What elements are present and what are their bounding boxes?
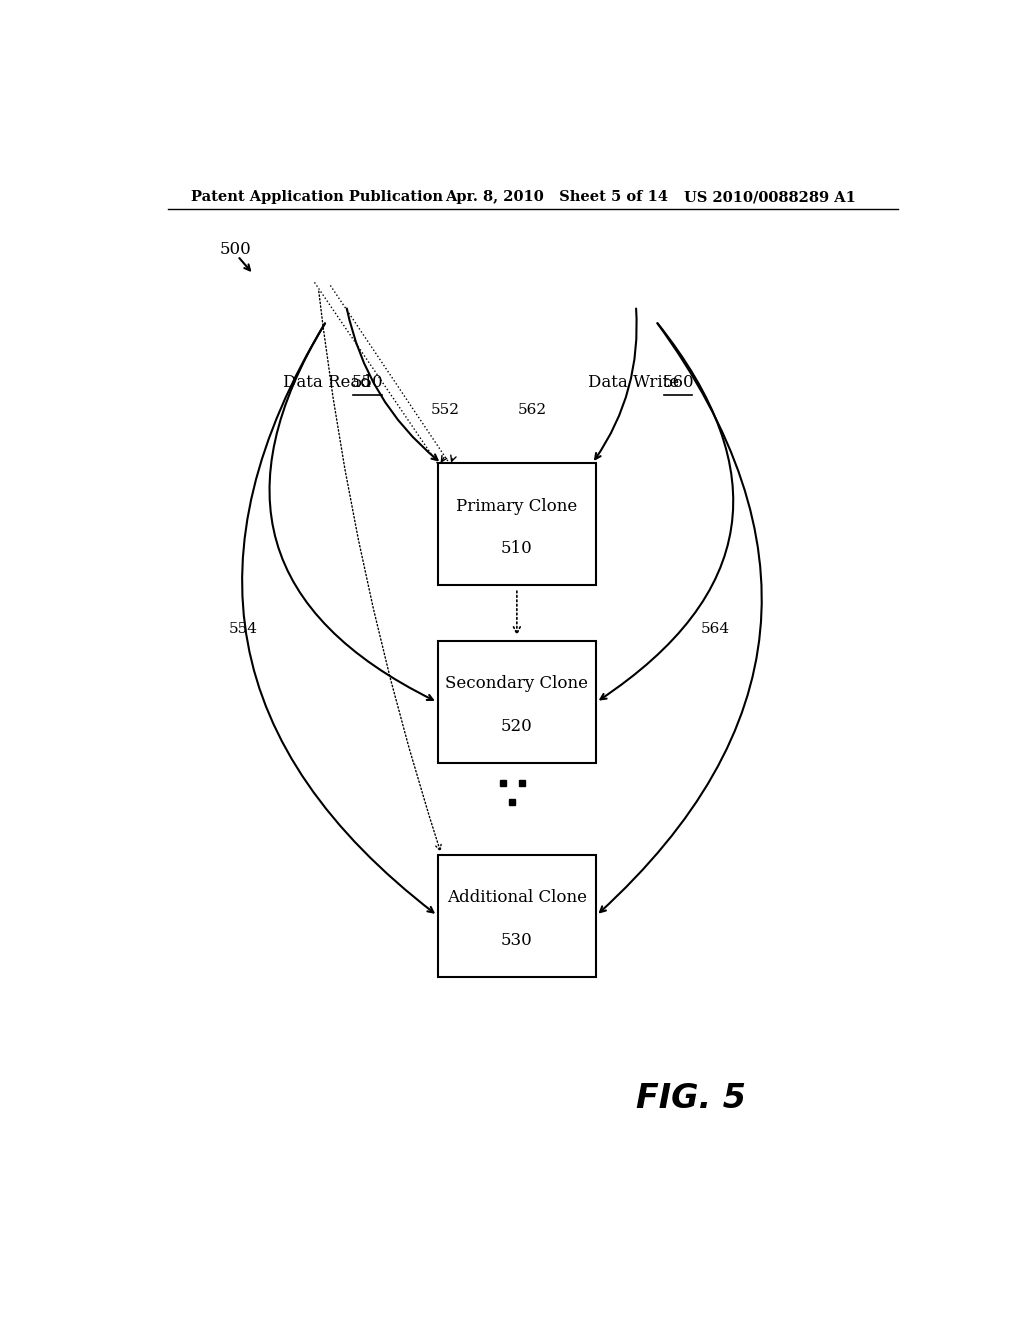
Text: 562: 562 [518,404,547,417]
Text: 564: 564 [700,622,730,636]
Text: Data Read: Data Read [283,374,371,391]
Text: Primary Clone: Primary Clone [457,498,578,515]
Text: 530: 530 [501,932,532,949]
Text: 552: 552 [431,404,460,417]
Text: 560: 560 [663,374,694,391]
Text: 510: 510 [501,540,532,557]
Text: Data Write: Data Write [588,374,679,391]
Text: 500: 500 [219,242,251,259]
Text: Additional Clone: Additional Clone [446,888,587,906]
Text: FIG. 5: FIG. 5 [637,1082,746,1115]
Bar [437,854,596,977]
Text: Patent Application Publication: Patent Application Publication [191,190,443,205]
Bar [437,463,596,585]
Text: Secondary Clone: Secondary Clone [445,676,589,693]
Text: 554: 554 [228,622,258,636]
Text: 550: 550 [352,374,383,391]
Bar [437,642,596,763]
Text: Apr. 8, 2010   Sheet 5 of 14: Apr. 8, 2010 Sheet 5 of 14 [445,190,669,205]
Text: US 2010/0088289 A1: US 2010/0088289 A1 [684,190,855,205]
Text: 520: 520 [501,718,532,735]
